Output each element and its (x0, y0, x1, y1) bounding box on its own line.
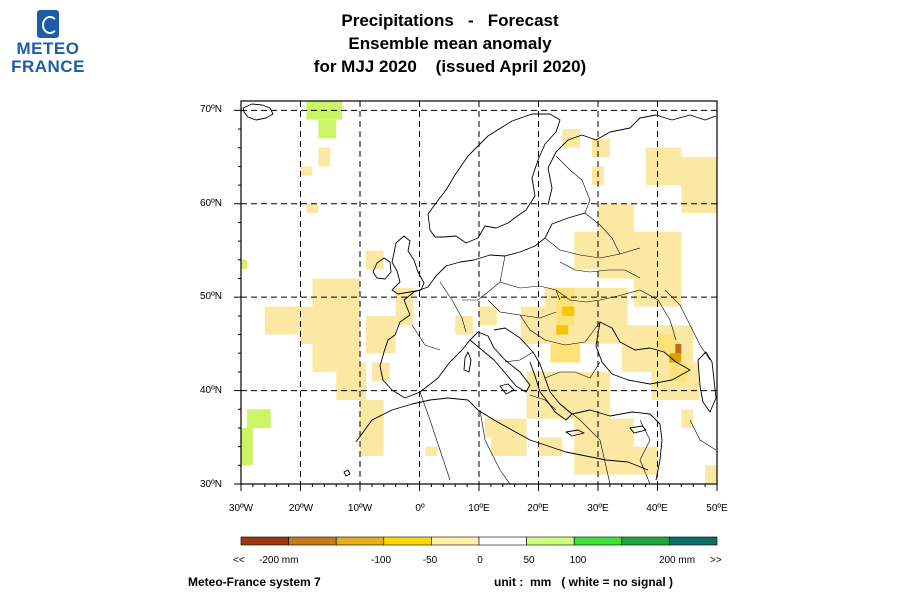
signal-cell (526, 371, 610, 419)
lon-label-50e: 50ºE (706, 503, 728, 514)
colorbar-swatch (240, 536, 289, 546)
lon-label-40e: 40ºE (646, 503, 668, 514)
latitude-ticks (234, 109, 241, 485)
lon-label-10w: 10ºW (348, 503, 373, 514)
colorbar-tick-minus100: -100 (371, 555, 391, 566)
signal-cell (484, 418, 497, 438)
colorbar-left-arrow: << (233, 555, 245, 566)
colorbar-swatch (288, 536, 337, 546)
signal-cell (490, 418, 527, 456)
signal-cell (705, 465, 717, 484)
signal-cell (681, 409, 694, 428)
colorbar-right-arrow: >> (710, 555, 722, 566)
model-name: Meteo-France system 7 (188, 575, 321, 589)
signal-cell (365, 250, 384, 270)
lon-label-0: 0º (415, 503, 425, 514)
longitude-ticks (240, 484, 718, 491)
signal-cell (550, 343, 581, 363)
colorbar-swatch (478, 536, 527, 546)
signal-cell (562, 129, 581, 148)
signal-cell (365, 315, 396, 354)
lat-label-40n: 40ºN (200, 385, 222, 396)
signal-cell (246, 409, 271, 428)
country-borders (411, 155, 717, 485)
colorbar-swatch (383, 536, 432, 546)
colorbar-tick-minus200: -200 mm (259, 555, 298, 566)
signal-cell (300, 306, 313, 344)
logo-line2: FRANCE (11, 57, 85, 76)
lat-label-30n: 30ºN (200, 479, 222, 490)
lat-label-50n: 50ºN (200, 291, 222, 302)
signal-cell (264, 306, 301, 335)
meteo-france-logo: METEO FRANCE (8, 10, 88, 76)
colorbar-tick-0: 0 (477, 555, 483, 566)
lon-label-30w: 30ºW (229, 503, 254, 514)
unit-note: unit : mm ( white = no signal ) (494, 575, 674, 589)
longitude-labels: 30ºW 20ºW 10ºW 0º 10ºE 20ºE 30ºE 40ºE 50… (229, 503, 728, 514)
signal-cell (657, 334, 676, 354)
signal-cell (645, 147, 682, 186)
signal-cell (241, 259, 247, 270)
lon-label-20w: 20ºW (289, 503, 314, 514)
signal-cell (705, 157, 717, 167)
signal-cell (336, 362, 366, 400)
signal-cell (425, 446, 438, 456)
lon-label-30e: 30ºE (587, 503, 609, 514)
colorbar-swatch (431, 536, 480, 546)
title-line-1: Precipitations - Forecast (341, 11, 559, 30)
signal-cell (633, 446, 658, 475)
colorbar-tick-200: 200 mm (659, 555, 695, 566)
lon-label-10e: 10ºE (468, 503, 490, 514)
signal-cell (592, 138, 610, 158)
colorbar-tick-50: 50 (523, 555, 535, 566)
signal-cell (675, 343, 682, 354)
signal-cell (300, 166, 313, 176)
colorbar-swatch (573, 536, 623, 546)
lon-label-20e: 20ºE (527, 503, 549, 514)
signal-cell (520, 306, 551, 344)
signal-cell (306, 203, 319, 214)
signal-cell (556, 325, 569, 335)
signal-cell (318, 119, 337, 139)
lat-label-70n: 70ºN (200, 104, 222, 115)
latitude-labels: 70ºN 60ºN 50ºN 40ºN 30ºN (200, 104, 222, 490)
title-block: Precipitations - Forecast Ensemble mean … (240, 9, 660, 78)
signal-cell (574, 231, 604, 270)
signal-cell (479, 306, 497, 326)
title-line-2: Ensemble mean anomaly (348, 34, 552, 53)
colorbar-swatch (621, 536, 670, 546)
signal-cell (669, 362, 688, 382)
title-line-3: for MJJ 2020 (issued April 2020) (313, 57, 587, 76)
signal-cell (562, 306, 575, 316)
graticule (241, 101, 717, 484)
colorbar-swatch (335, 536, 385, 546)
signal-cell (360, 399, 384, 456)
signal-cell (395, 287, 414, 326)
logo-icon (37, 10, 59, 38)
signal-cell (318, 147, 331, 167)
colorbar-tick-minus50: -50 (423, 555, 438, 566)
coastlines (242, 103, 717, 481)
signal-cells (241, 101, 717, 484)
signal-cell (312, 278, 360, 372)
colorbar-tick-100: 100 (570, 555, 587, 566)
logo-line1: METEO (16, 39, 80, 58)
colorbar-swatches (240, 536, 718, 546)
colorbar: << >> -200 mm -100 -50 0 50 100 200 mm (233, 536, 722, 566)
signal-cell (669, 353, 682, 363)
colorbar-swatch (669, 536, 718, 546)
colorbar-swatch (526, 536, 575, 546)
signal-cell (241, 428, 253, 466)
signal-cell (574, 418, 634, 475)
lat-label-60n: 60ºN (200, 198, 222, 209)
